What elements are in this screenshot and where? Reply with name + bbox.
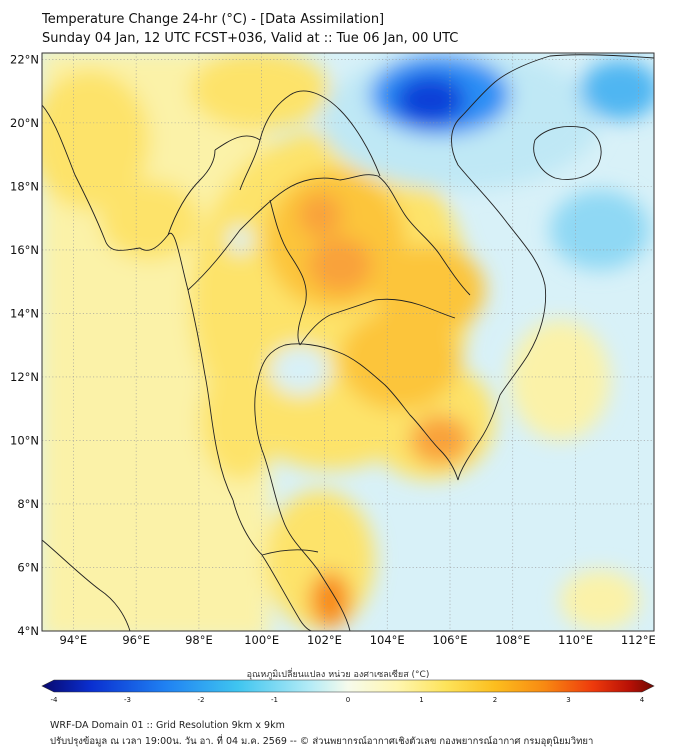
chart-subtitle: Sunday 04 Jan, 12 UTC FCST+036, Valid at…	[42, 31, 459, 46]
x-tick-label: 112°E	[621, 633, 656, 647]
colorbar-tick-label: 0	[346, 696, 350, 704]
y-tick-label: 16°N	[10, 243, 39, 257]
chart-title: Temperature Change 24-hr (°C) - [Data As…	[42, 12, 385, 27]
x-tick-label: 110°E	[558, 633, 593, 647]
temperature-field	[42, 53, 654, 631]
y-tick-label: 10°N	[10, 433, 39, 447]
colorbar-tick-label: -2	[198, 696, 205, 704]
y-tick-label: 6°N	[17, 560, 39, 574]
colorbar-tick-label: 3	[566, 696, 570, 704]
x-tick-label: 104°E	[370, 633, 405, 647]
graticule	[42, 53, 654, 631]
colorbar-tick-label: 4	[640, 696, 645, 704]
x-tick-label: 94°E	[60, 633, 88, 647]
footer-line-2: ปรับปรุงข้อมูล ณ เวลา 19:00น. วัน อา. ที…	[50, 736, 594, 747]
x-tick-label: 106°E	[433, 633, 468, 647]
colorbar-ticks: -4 -3 -2 -1 0 1 2 3 4	[51, 696, 645, 704]
y-axis-ticks: 22°N 20°N 18°N 16°N 14°N 12°N 10°N 8°N 6°N 4°N	[10, 52, 39, 638]
colorbar-tick-label: -3	[124, 696, 131, 704]
colorbar-tick-label: -1	[271, 696, 278, 704]
footer-line-1: WRF-DA Domain 01 :: Grid Resolution 9km …	[50, 720, 285, 731]
x-tick-label: 98°E	[185, 633, 213, 647]
x-tick-label: 102°E	[307, 633, 342, 647]
x-tick-label: 100°E	[244, 633, 279, 647]
colorbar-title: อุณหภูมิเปลี่ยนแปลง หน่วย องศาเซลเซียส (…	[246, 670, 430, 680]
x-tick-label: 96°E	[122, 633, 150, 647]
y-tick-label: 20°N	[10, 116, 39, 130]
y-tick-label: 22°N	[10, 52, 39, 66]
map-frame	[41, 52, 655, 632]
y-tick-label: 8°N	[17, 497, 39, 511]
y-tick-label: 14°N	[10, 306, 39, 320]
x-tick-label: 108°E	[495, 633, 530, 647]
colorbar: -4 -3 -2 -1 0 1 2 3 4	[41, 679, 655, 704]
colorbar-tick-label: -4	[51, 696, 59, 704]
colorbar-gradient	[41, 679, 655, 693]
y-tick-label: 4°N	[17, 624, 39, 638]
y-tick-label: 18°N	[10, 179, 39, 193]
colorbar-tick-label: 1	[419, 696, 423, 704]
colorbar-tick-label: 2	[493, 696, 497, 704]
y-tick-label: 12°N	[10, 370, 39, 384]
coastlines	[42, 54, 654, 631]
x-axis-ticks: 94°E 96°E 98°E 100°E 102°E 104°E 106°E 108°E 110…	[60, 633, 656, 647]
